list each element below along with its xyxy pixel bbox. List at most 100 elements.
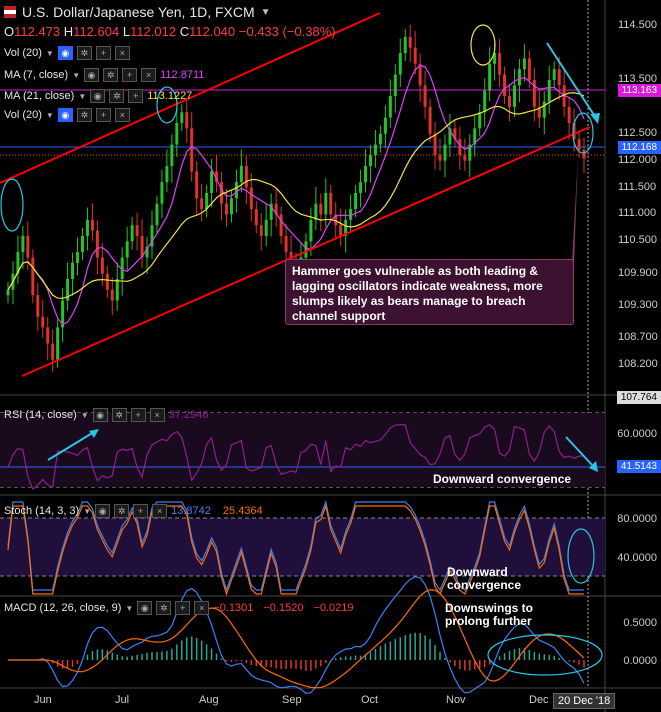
candle-body <box>448 128 452 145</box>
add-icon[interactable]: + <box>130 408 146 422</box>
price-tick-label: 109.300 <box>618 298 658 311</box>
dropdown-icon[interactable]: ▼ <box>260 6 271 18</box>
candle-body <box>165 166 169 183</box>
indicator-vol2[interactable]: Vol (20) ▼ ◉ ✲ + × <box>4 108 130 122</box>
highlight-ellipse <box>156 86 178 124</box>
eye-icon[interactable]: ◉ <box>90 89 106 103</box>
candle-body <box>493 53 497 64</box>
settings-icon[interactable]: ✲ <box>109 89 125 103</box>
candle-body <box>31 257 35 296</box>
settings-icon[interactable]: ✲ <box>76 108 92 122</box>
date-tag: 20 Dec '18 <box>553 693 616 709</box>
time-axis-label: Jun <box>34 694 52 706</box>
arrow-head <box>89 429 99 438</box>
settings-icon[interactable]: ✲ <box>76 46 92 60</box>
macd-tick-0: 0.0000 <box>623 655 657 667</box>
time-axis-label: Dec <box>529 694 549 706</box>
eye-icon[interactable]: ◉ <box>57 46 73 60</box>
candle-body <box>567 106 571 123</box>
settings-icon[interactable]: ✲ <box>114 504 130 518</box>
eye-icon[interactable]: ◉ <box>57 108 73 122</box>
candle-body <box>349 209 353 220</box>
stoch-note-1: Downward <box>447 565 508 579</box>
candle-body <box>269 203 273 220</box>
candle-body <box>537 106 541 118</box>
rsi-tag: 41.5143 <box>616 460 661 473</box>
candle-body <box>36 295 40 317</box>
candle-body <box>458 139 462 156</box>
candle-body <box>503 74 507 97</box>
highlight-ellipse <box>572 112 594 154</box>
indicator-vol1[interactable]: Vol (20) ▼ ◉ ✲ + × <box>4 46 130 60</box>
macd-ellipse <box>487 634 603 676</box>
indicator-rsi[interactable]: RSI (14, close) ▼ ◉ ✲ + × 37.2946 <box>4 408 209 422</box>
candle-body <box>264 219 268 236</box>
close-icon[interactable]: × <box>149 408 165 422</box>
candle-body <box>508 96 512 107</box>
candle-body <box>334 214 338 226</box>
candle-body <box>249 187 253 210</box>
candle-body <box>210 171 214 193</box>
rsi-down-arrow <box>565 436 595 468</box>
indicator-ma21[interactable]: MA (21, close) ▼ ◉ ✲ + 113.1227 <box>4 89 193 103</box>
candle-body <box>105 273 109 290</box>
close-icon[interactable]: × <box>141 68 157 82</box>
candle-body <box>443 144 447 161</box>
macd-note-1: Downswings to <box>445 601 533 615</box>
rsi-band-fill <box>0 413 605 487</box>
settings-icon[interactable]: ✲ <box>156 601 172 615</box>
price-tick-label: 112.000 <box>618 153 657 166</box>
candle-body <box>403 36 407 54</box>
add-icon[interactable]: + <box>95 108 111 122</box>
indicator-macd[interactable]: MACD (12, 26, close, 9) ▼ ◉ ✲ + × −0.1301… <box>4 601 354 615</box>
candle-body <box>274 203 278 215</box>
indicator-stoch[interactable]: Stoch (14, 3, 3) ▼ ◉ ✲ + × 13.8742 25.436… <box>4 504 263 518</box>
settings-icon[interactable]: ✲ <box>103 68 119 82</box>
close-icon[interactable]: × <box>152 504 168 518</box>
arrow-head <box>589 461 598 472</box>
candle-body <box>364 166 368 183</box>
channel-lower-line <box>21 126 591 377</box>
candle-body <box>527 58 531 80</box>
candle-body <box>517 69 521 86</box>
candle-body <box>41 316 45 328</box>
candle-body <box>95 230 99 258</box>
time-axis-label: Jul <box>115 694 130 706</box>
candle-body <box>46 327 50 344</box>
candle-body <box>488 63 492 91</box>
candle-body <box>254 209 258 226</box>
candle-body <box>180 112 184 123</box>
eye-icon[interactable]: ◉ <box>137 601 153 615</box>
candle-body <box>577 139 581 150</box>
candle-body <box>373 144 377 156</box>
close-icon[interactable]: × <box>114 108 130 122</box>
eye-icon[interactable]: ◉ <box>92 408 108 422</box>
eye-icon[interactable]: ◉ <box>84 68 100 82</box>
candle-body <box>468 144 472 161</box>
trend-arrow <box>546 42 597 119</box>
candle-body <box>220 182 224 204</box>
close-icon[interactable]: × <box>114 46 130 60</box>
add-icon[interactable]: + <box>122 68 138 82</box>
candle-body <box>423 85 427 107</box>
add-icon[interactable]: + <box>128 89 144 103</box>
rsi-note: Downward convergence <box>433 472 572 486</box>
eye-icon[interactable]: ◉ <box>95 504 111 518</box>
candle-body <box>557 69 561 86</box>
add-icon[interactable]: + <box>95 46 111 60</box>
close-price-tag: 112.168 <box>617 141 661 154</box>
settings-icon[interactable]: ✲ <box>111 408 127 422</box>
candle-body <box>279 214 283 236</box>
candle-body <box>398 53 402 75</box>
add-icon[interactable]: + <box>133 504 149 518</box>
candle-body <box>56 327 60 360</box>
candle-body <box>51 343 55 360</box>
add-icon[interactable]: + <box>175 601 191 615</box>
candle-body <box>76 252 80 263</box>
candle-body <box>354 192 358 210</box>
rsi-line <box>7 423 585 491</box>
indicator-ma7[interactable]: MA (7, close) ▼ ◉ ✲ + × 112.8711 <box>4 68 205 82</box>
candle-body <box>224 203 228 215</box>
close-icon[interactable]: × <box>194 601 210 615</box>
